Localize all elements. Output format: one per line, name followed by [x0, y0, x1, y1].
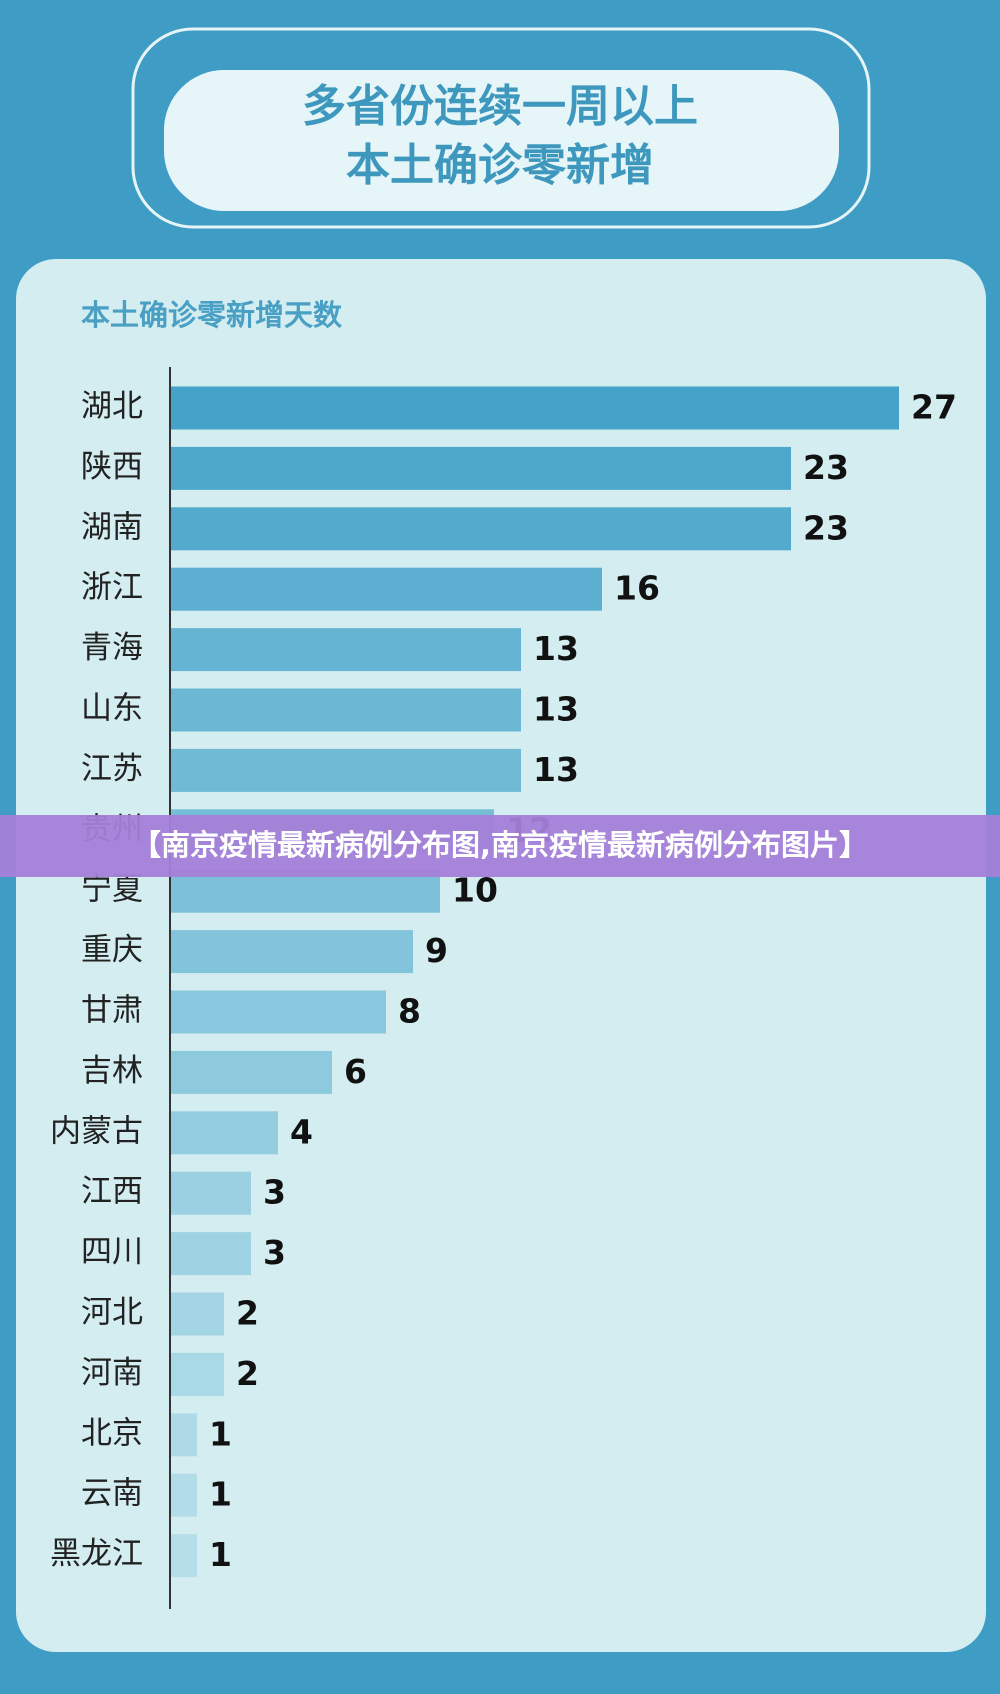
- category-label: 吉林: [81, 1053, 143, 1089]
- bar: [171, 748, 521, 792]
- category-label: 北京: [81, 1415, 143, 1451]
- bars: 湖北27陕西23湖南23浙江16青海13山东13江苏13贵州12宁夏10重庆9甘…: [50, 386, 957, 1578]
- value-label: 1: [209, 1535, 232, 1574]
- value-label: 3: [263, 1233, 286, 1272]
- value-label: 1: [209, 1414, 232, 1453]
- category-label: 陕西: [81, 449, 143, 485]
- value-label: 23: [803, 448, 849, 487]
- value-label: 9: [425, 931, 448, 970]
- bar: [171, 1050, 332, 1094]
- category-label: 黑龙江: [50, 1536, 143, 1572]
- chart-title: 多省份连续一周以上: [302, 81, 698, 132]
- value-label: 8: [398, 992, 421, 1031]
- title-frame: [131, 27, 871, 229]
- value-label: 13: [533, 629, 579, 668]
- category-label: 江西: [81, 1174, 143, 1210]
- category-label: 四川: [81, 1234, 143, 1270]
- bar: [171, 1171, 251, 1215]
- value-label: 6: [344, 1052, 367, 1091]
- banner: [0, 815, 1000, 877]
- value-label: 10: [452, 871, 498, 910]
- value-label: 3: [263, 1173, 286, 1212]
- bar: [171, 567, 602, 611]
- title-box: [164, 70, 839, 211]
- category-label: 河北: [81, 1295, 143, 1331]
- category-label: 宁夏: [81, 872, 143, 908]
- bar: [171, 688, 521, 732]
- bar: [171, 1473, 197, 1517]
- category-label: 河南: [81, 1355, 143, 1391]
- bar: [171, 990, 386, 1034]
- value-label: 16: [614, 569, 660, 608]
- category-label: 甘肃: [81, 993, 143, 1029]
- bar: [171, 386, 899, 430]
- category-label: 山东: [81, 691, 143, 727]
- bar: [171, 628, 521, 672]
- bar: [171, 930, 413, 974]
- value-label: 2: [236, 1354, 259, 1393]
- category-label: 浙江: [81, 570, 143, 606]
- value-label: 2: [236, 1294, 259, 1333]
- bar: [171, 1352, 224, 1396]
- bar: [171, 1232, 251, 1276]
- category-label: 湖南: [81, 509, 143, 545]
- banner-text: 【南京疫情最新病例分布图,南京疫情最新病例分布图片】: [132, 828, 868, 862]
- chart-title: 本土确诊零新增: [346, 140, 654, 191]
- bar: [171, 1534, 197, 1578]
- bar: [171, 507, 791, 551]
- bar: [171, 446, 791, 490]
- value-label: 23: [803, 508, 849, 547]
- chart-subtitle: 本土确诊零新增天数: [81, 298, 343, 332]
- category-label: 青海: [81, 630, 143, 666]
- value-label: 13: [533, 750, 579, 789]
- bar: [171, 1292, 224, 1336]
- value-label: 27: [911, 388, 957, 427]
- category-label: 湖北: [81, 389, 143, 425]
- category-label: 重庆: [81, 932, 143, 968]
- category-label: 内蒙古: [50, 1113, 143, 1149]
- bar: [171, 1413, 197, 1457]
- value-label: 4: [290, 1112, 313, 1151]
- value-label: 13: [533, 690, 579, 729]
- category-label: 云南: [81, 1476, 143, 1512]
- category-label: 江苏: [81, 751, 143, 787]
- value-label: 1: [209, 1475, 232, 1514]
- bar: [171, 1111, 278, 1155]
